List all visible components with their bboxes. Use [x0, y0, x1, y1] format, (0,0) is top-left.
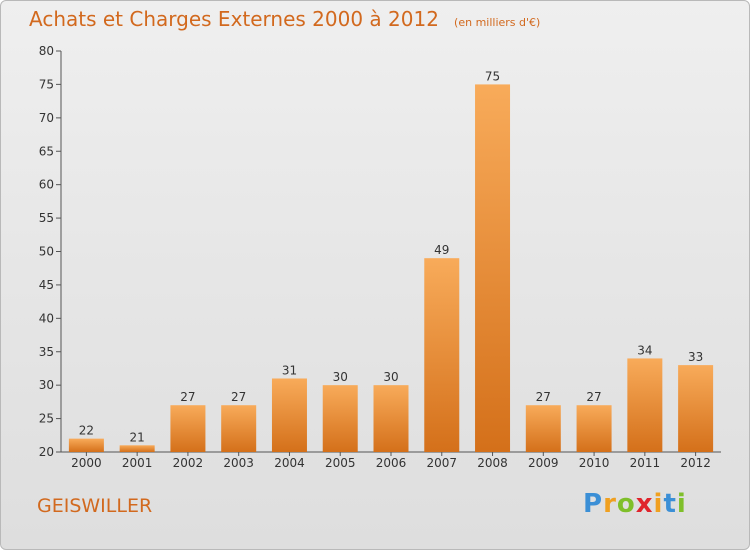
bar-2011: [627, 358, 663, 452]
y-tick-label: 60: [39, 178, 54, 192]
y-tick-label: 30: [39, 378, 54, 392]
data-label-2005: 30: [333, 370, 348, 384]
x-tick-label-2004: 2004: [274, 456, 305, 470]
proxiti-logo: Proxiti: [583, 489, 687, 519]
logo-letter: r: [603, 489, 617, 519]
x-tick-label-2010: 2010: [579, 456, 610, 470]
data-label-2003: 27: [231, 390, 246, 404]
bar-2006: [373, 385, 409, 452]
logo-letter: i: [676, 489, 687, 519]
bar-2010: [576, 405, 612, 452]
y-tick-label: 65: [39, 144, 54, 158]
data-label-2002: 27: [180, 390, 195, 404]
x-tick-label-2005: 2005: [325, 456, 356, 470]
bar-2002: [170, 405, 206, 452]
x-tick-label-2011: 2011: [630, 456, 661, 470]
data-label-2009: 27: [536, 390, 551, 404]
x-tick-label-2000: 2000: [71, 456, 102, 470]
x-tick-label-2006: 2006: [376, 456, 407, 470]
x-tick-label-2001: 2001: [122, 456, 153, 470]
data-label-2007: 49: [434, 243, 449, 257]
x-tick-label-2012: 2012: [680, 456, 711, 470]
bar-2009: [525, 405, 561, 452]
data-label-2004: 31: [282, 363, 297, 377]
location-label: GEISWILLER: [37, 495, 153, 517]
chart-title: Achats et Charges Externes 2000 à 2012: [29, 7, 439, 31]
bar-2005: [322, 385, 358, 452]
logo-letter: i: [653, 489, 664, 519]
x-tick-label-2007: 2007: [426, 456, 457, 470]
data-label-2012: 33: [688, 350, 703, 364]
logo-letter: P: [583, 489, 604, 519]
bar-2007: [424, 258, 460, 452]
data-label-2000: 22: [79, 424, 94, 438]
bar-2000: [68, 438, 104, 452]
x-tick-label-2008: 2008: [477, 456, 508, 470]
title-block: Achats et Charges Externes 2000 à 2012 (…: [29, 7, 540, 31]
y-tick-label: 70: [39, 111, 54, 125]
chart-subtitle: (en milliers d'€): [454, 16, 541, 29]
y-tick-label: 75: [39, 77, 54, 91]
data-label-2008: 75: [485, 69, 500, 83]
data-label-2011: 34: [637, 343, 652, 357]
x-tick-label-2002: 2002: [173, 456, 204, 470]
y-tick-label: 40: [39, 311, 54, 325]
logo-letter: t: [663, 489, 677, 519]
data-label-2001: 21: [130, 430, 145, 444]
y-tick-label: 80: [39, 44, 54, 58]
y-tick-label: 35: [39, 345, 54, 359]
bar-2004: [271, 378, 307, 452]
y-tick-label: 25: [39, 412, 54, 426]
bar-2001: [119, 445, 155, 452]
data-label-2006: 30: [383, 370, 398, 384]
bar-2003: [221, 405, 257, 452]
x-tick-label-2003: 2003: [223, 456, 254, 470]
y-tick-label: 45: [39, 278, 54, 292]
logo-letter: x: [635, 489, 654, 519]
y-tick-label: 55: [39, 211, 54, 225]
bar-2012: [678, 365, 714, 452]
bar-2008: [475, 84, 511, 453]
data-label-2010: 27: [586, 390, 601, 404]
x-tick-label-2009: 2009: [528, 456, 559, 470]
y-tick-label: 50: [39, 245, 54, 259]
y-tick-label: 20: [39, 445, 54, 459]
logo-letter: o: [616, 489, 636, 519]
